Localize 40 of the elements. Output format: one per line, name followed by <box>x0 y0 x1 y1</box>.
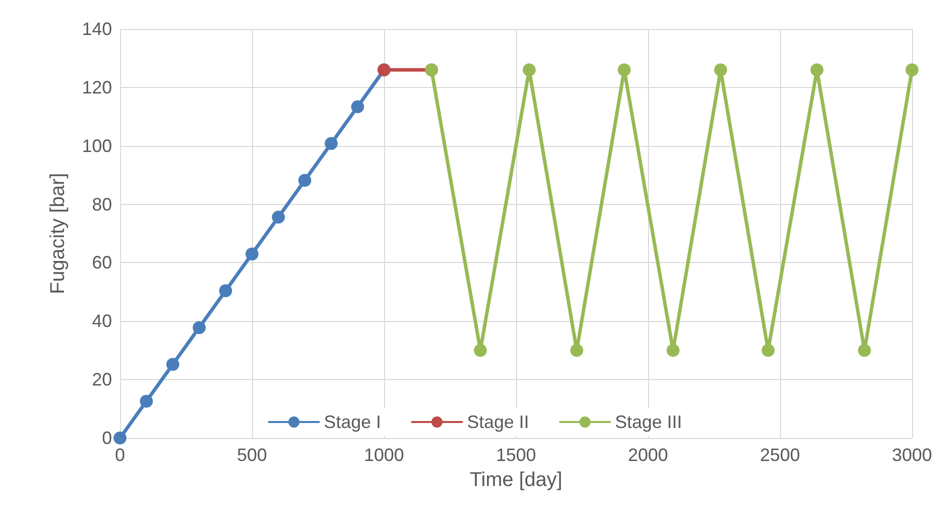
x-axis-title: Time [day] <box>470 469 562 491</box>
legend-label: Stage II <box>466 412 530 432</box>
x-tick-label: 1000 <box>364 445 404 465</box>
legend-label: Stage III <box>615 412 682 432</box>
point <box>570 344 584 357</box>
x-tick-label: 2500 <box>760 445 800 465</box>
point <box>474 344 487 357</box>
point <box>219 284 232 298</box>
point <box>140 394 153 408</box>
point <box>298 174 312 187</box>
y-tick-label: 20 <box>92 370 112 390</box>
point <box>272 210 285 224</box>
y-tick-label: 60 <box>92 252 112 273</box>
point <box>246 247 258 260</box>
point <box>166 358 180 371</box>
point <box>714 63 728 76</box>
x-tick-label: 0 <box>114 445 126 465</box>
y-tick-label: 100 <box>82 136 112 156</box>
y-tick-label: 40 <box>92 311 112 332</box>
y-tick-label: 140 <box>82 19 112 39</box>
x-tick-label: 2000 <box>628 445 668 465</box>
point <box>858 344 871 357</box>
point <box>810 63 824 76</box>
point <box>351 100 364 114</box>
x-tick-label: 500 <box>236 445 268 465</box>
legend-label: Stage I <box>324 412 381 432</box>
y-tick-label: 120 <box>82 77 112 98</box>
point <box>906 63 918 76</box>
point <box>114 432 126 444</box>
point <box>522 63 536 76</box>
y-tick-label: 80 <box>92 194 112 214</box>
point <box>324 137 338 150</box>
point <box>762 344 775 357</box>
point <box>192 321 206 334</box>
point <box>666 344 680 357</box>
x-tick-label: 1500 <box>496 445 536 465</box>
point <box>618 63 631 76</box>
y-axis-title: Fugacity [bar] <box>47 172 69 294</box>
x-tick-label: 3000 <box>892 445 932 465</box>
y-tick-label: 0 <box>102 428 112 448</box>
